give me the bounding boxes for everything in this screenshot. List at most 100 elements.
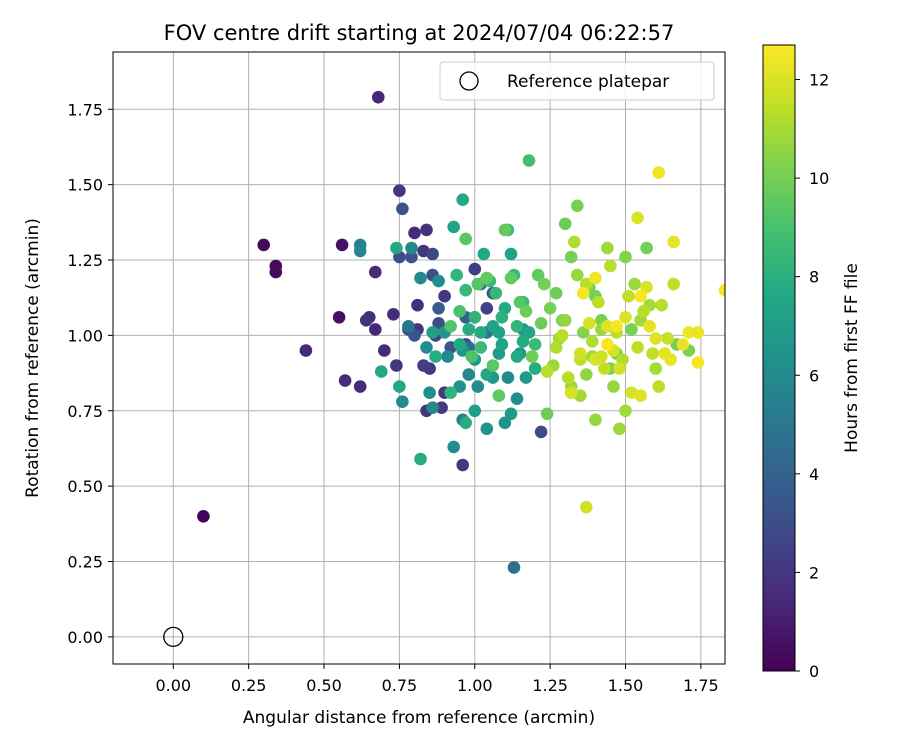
y-tick-label: 0.25: [67, 552, 103, 571]
data-point: [604, 259, 617, 273]
data-point: [649, 332, 662, 345]
data-point: [408, 226, 421, 240]
data-point: [571, 199, 584, 213]
data-point: [676, 338, 690, 351]
data-point: [589, 271, 602, 285]
data-point: [667, 277, 680, 291]
data-point: [528, 362, 542, 375]
data-point: [637, 305, 650, 318]
data-point: [652, 380, 665, 393]
x-tick-label: 1.50: [608, 676, 644, 695]
legend-box: [439, 61, 715, 101]
data-point: [631, 341, 644, 354]
data-point: [718, 283, 725, 297]
data-point: [426, 401, 439, 415]
data-point: [531, 268, 545, 282]
data-point: [504, 247, 518, 261]
data-point: [474, 326, 488, 339]
data-point: [568, 235, 581, 249]
data-point: [435, 401, 448, 415]
data-point: [664, 353, 677, 366]
data-point: [580, 368, 593, 381]
data-point: [375, 365, 388, 378]
x-tick-label: 1.00: [457, 676, 493, 695]
data-point: [628, 277, 641, 291]
data-point: [447, 440, 461, 454]
data-point: [519, 371, 533, 384]
y-tick-label: 1.50: [67, 176, 103, 195]
data-point: [359, 314, 373, 327]
data-point: [549, 341, 563, 354]
data-point: [682, 326, 696, 339]
x-tick-label: 0.00: [155, 676, 191, 695]
data-point: [474, 341, 488, 354]
data-point: [549, 286, 563, 300]
data-point: [619, 250, 632, 264]
data-point: [477, 247, 491, 261]
data-point: [486, 359, 500, 372]
data-point: [598, 362, 611, 375]
data-point: [459, 283, 473, 297]
data-point: [423, 362, 436, 375]
data-point: [369, 323, 382, 336]
data-point: [408, 329, 421, 342]
data-point: [613, 362, 626, 375]
data-point: [501, 371, 515, 384]
legend: Reference platepar: [439, 61, 715, 101]
data-point: [453, 380, 467, 393]
data-point: [465, 350, 479, 363]
data-points: [197, 90, 725, 574]
y-tick-label: 1.00: [67, 326, 103, 345]
data-point: [456, 458, 470, 472]
x-tick-label: 0.75: [382, 676, 418, 695]
data-point: [492, 326, 506, 339]
data-point: [649, 362, 662, 375]
data-point: [390, 359, 403, 372]
data-point: [426, 326, 439, 339]
x-axis-ticks: 0.00 0.25 0.50 0.75 1.00 1.25 1.50 1.75: [155, 664, 719, 695]
data-point: [299, 344, 313, 357]
data-point: [510, 320, 524, 333]
y-tick-label: 0.00: [67, 628, 103, 647]
data-point: [432, 302, 445, 315]
colorbar-tick-label: 12: [809, 71, 829, 90]
data-point: [453, 305, 467, 318]
data-point: [396, 202, 409, 216]
data-point: [396, 395, 409, 409]
colorbar-gradient: [763, 45, 795, 671]
data-point: [655, 298, 668, 312]
x-tick-label: 0.50: [306, 676, 342, 695]
data-point: [613, 422, 626, 436]
data-point: [468, 404, 482, 418]
data-point: [504, 271, 518, 285]
data-point: [537, 277, 551, 291]
data-point: [564, 250, 578, 264]
colorbar-label: Hours from first FF file: [842, 263, 862, 453]
data-point: [426, 247, 439, 261]
y-tick-label: 1.75: [67, 100, 103, 119]
data-point: [369, 265, 382, 279]
colorbar-tick-label: 6: [809, 366, 819, 385]
x-tick-label: 0.25: [231, 676, 267, 695]
data-point: [667, 235, 680, 249]
colorbar-tick-label: 2: [809, 563, 819, 582]
data-point: [378, 344, 391, 357]
data-point: [661, 332, 674, 345]
grid-lines: [113, 52, 725, 664]
y-axis-ticks: 0.00 0.25 0.50 0.75 1.00 1.25 1.50 1.75: [67, 100, 113, 647]
chart-title: FOV centre drift starting at 2024/07/04 …: [164, 21, 675, 45]
reference-platepar-marker: [163, 626, 184, 648]
colorbar: 0 2 4 6 8 10 12 Hours from first FF file: [762, 44, 862, 681]
reference-marker-layer: [163, 626, 184, 648]
colorbar-tick-label: 10: [809, 169, 829, 188]
data-point: [543, 302, 557, 315]
data-point: [592, 295, 605, 309]
data-point: [480, 302, 494, 315]
data-point: [480, 368, 494, 381]
x-axis-label: Angular distance from reference (arcmin): [243, 708, 595, 728]
data-point: [438, 289, 451, 303]
data-point: [525, 350, 539, 363]
data-point: [444, 320, 458, 333]
data-point: [640, 280, 653, 294]
data-point: [631, 211, 644, 225]
